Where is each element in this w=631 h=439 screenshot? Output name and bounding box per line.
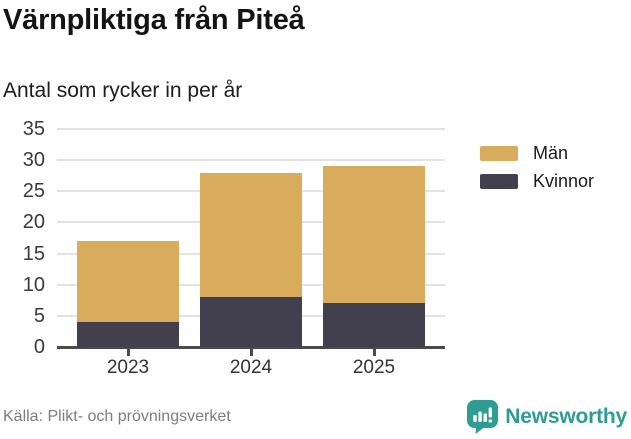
bar-segment-män-2023 xyxy=(77,241,179,323)
legend-label-kvinnor: Kvinnor xyxy=(533,171,595,191)
y-axis-label-35: 35 xyxy=(22,118,45,140)
x-axis-label-2023: 2023 xyxy=(106,357,150,378)
gridline-35 xyxy=(57,128,445,130)
y-axis-label-25: 25 xyxy=(22,180,45,203)
x-axis-tick-2023 xyxy=(126,349,130,356)
y-axis-label-0: 0 xyxy=(33,336,45,358)
brand-name: Newsworthy xyxy=(505,405,627,428)
y-axis-label-20: 20 xyxy=(22,211,45,234)
x-axis-label-2025: 2025 xyxy=(352,357,396,378)
x-axis-line xyxy=(57,346,445,349)
legend-label-män: Män xyxy=(533,143,569,163)
bar-segment-kvinnor-2024 xyxy=(200,297,302,347)
x-axis-tick-2024 xyxy=(249,349,253,356)
x-axis-tick-2025 xyxy=(372,349,376,356)
brand-footer: Newsworthy xyxy=(467,400,627,434)
y-axis-label-10: 10 xyxy=(22,273,45,296)
bar-column-2023 xyxy=(77,241,179,347)
y-axis-label-30: 30 xyxy=(22,149,45,172)
bar-segment-män-2024 xyxy=(200,172,302,298)
legend: Män Kvinnor xyxy=(480,143,595,202)
x-axis-label-2024: 2024 xyxy=(229,357,273,378)
legend-row-män: Män xyxy=(480,143,594,163)
y-axis-label-5: 5 xyxy=(33,304,45,327)
chart-subtitle: Antal som rycker in per år xyxy=(3,79,243,102)
plot-area: 0 5 10 15 20 25 30 35 2023 2024 2025 xyxy=(23,118,445,378)
bar-column-2025 xyxy=(323,166,425,347)
legend-swatch-kvinnor xyxy=(480,174,518,189)
newsworthy-logo-icon xyxy=(467,400,499,434)
source-note: Källa: Plikt- och prövningsverket xyxy=(3,408,231,425)
bar-column-2024 xyxy=(200,172,302,347)
legend-row-kvinnor: Kvinnor xyxy=(480,171,595,191)
bar-segment-kvinnor-2023 xyxy=(77,322,179,347)
legend-swatch-män xyxy=(480,146,518,161)
bar-segment-kvinnor-2025 xyxy=(323,303,425,347)
y-axis-label-15: 15 xyxy=(22,242,45,265)
chart-title: Värnpliktiga från Piteå xyxy=(3,4,305,36)
bar-segment-män-2025 xyxy=(323,166,425,304)
gridline-30 xyxy=(57,159,445,162)
